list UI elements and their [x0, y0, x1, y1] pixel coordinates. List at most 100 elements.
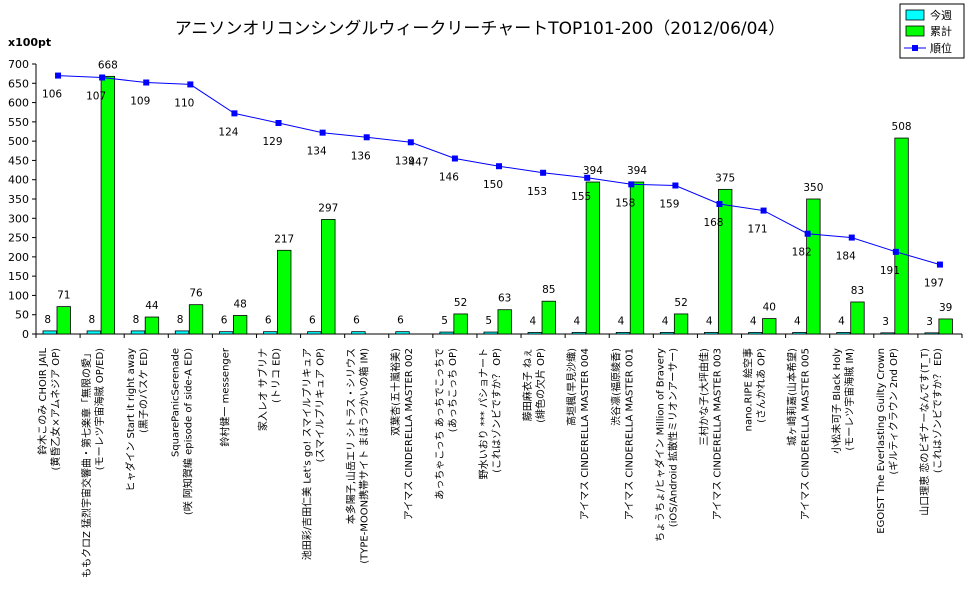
weekly-bar	[174, 330, 190, 335]
legend-swatch-weekly	[905, 9, 925, 21]
y-tick-label: 0	[22, 328, 29, 341]
weekly-bar	[659, 332, 675, 335]
rank-value-label: 197	[924, 278, 944, 290]
y-tick-label: 200	[8, 251, 29, 264]
rank-marker	[672, 182, 679, 189]
category-label-line: 鈴木このみ CHOIR JAIL	[36, 348, 49, 455]
rank-value-label: 139	[395, 155, 415, 167]
weekly-value-label: 4	[838, 315, 845, 327]
rank-value-label: 107	[86, 91, 106, 103]
weekly-bar	[615, 332, 631, 335]
category-label-line: nano.RIPE 絵空事	[742, 348, 755, 431]
category-label-line: (iOS/Android 拡散性ミリオンアーサー)	[666, 348, 679, 527]
weekly-bar	[395, 331, 410, 335]
weekly-value-label: 5	[485, 315, 492, 327]
rank-marker	[187, 81, 194, 88]
rank-value-label: 168	[703, 217, 723, 229]
legend-label-rank: 順位	[930, 41, 952, 55]
rank-marker	[319, 129, 326, 136]
rank-value-label: 158	[615, 197, 635, 209]
y-tick-label: 350	[8, 193, 29, 206]
cumulative-value-label: 44	[145, 300, 159, 312]
chart-title: アニソンオリコンシングルウィークリーチャートTOP101-200（2012/06…	[175, 19, 786, 39]
rank-marker	[540, 169, 547, 176]
category-label-line: (緋色の欠片 OP)	[534, 348, 547, 423]
weekly-bar	[836, 332, 851, 335]
cumulative-bar	[188, 304, 204, 335]
cumulative-bar	[894, 137, 909, 335]
weekly-value-label: 8	[89, 314, 96, 326]
rank-marker	[804, 230, 811, 237]
rank-marker	[496, 163, 502, 170]
weekly-bar	[792, 332, 807, 335]
weekly-value-label: 6	[353, 315, 360, 327]
category-label: 鈴木このみ CHOIR JAIL (黄昏乙女×アムネジア OP)	[36, 348, 62, 471]
category-label-line: アイマス CINDERELLA MASTER 004	[580, 348, 591, 520]
rank-line	[55, 72, 943, 268]
rank-marker	[451, 155, 458, 162]
weekly-bar	[351, 331, 366, 335]
weekly-value-label: 6	[309, 315, 316, 327]
cumulative-value-label: 48	[233, 298, 246, 310]
category-label: あっちゃこっち あっちでこっちで (あっちこっち OP)	[434, 348, 459, 500]
rank-value-label: 155	[571, 191, 591, 203]
cumulative-bar	[629, 181, 645, 335]
y-tick-label: 500	[8, 135, 29, 148]
rank-marker	[936, 261, 943, 268]
cumulative-value-label: 39	[939, 302, 952, 314]
category-label: 渋谷凛(福原綾香) アイマス CINDERELLA MASTER 001	[609, 348, 635, 520]
category-label: 高垣楓(早見沙織) アイマス CINDERELLA MASTER 004	[565, 348, 591, 520]
rank-marker	[584, 174, 591, 181]
y-tick-label: 700	[8, 58, 29, 71]
category-label-line: アイマス CINDERELLA MASTER 001	[624, 348, 635, 520]
cumulative-value-label: 52	[454, 297, 467, 309]
legend-marker-rank	[912, 45, 918, 51]
rank-value-label: 184	[836, 251, 856, 263]
category-label-line: 池田彩/吉田仁美 Let's go! スマイルプリキュア	[301, 348, 314, 560]
category-label: 野水いおり *** パショナート (これはゾンビですか？ OP)	[478, 348, 503, 479]
cumulative-value-label: 375	[715, 172, 735, 184]
category-label: 双葉杏(五十嵐裕美) アイマス CINDERELLA MASTER 002	[389, 348, 415, 520]
category-label-line: 本多陽子,山岳エリ シトラス・シリウス	[345, 348, 358, 524]
category-label: 藤田麻衣子 ねぇ (緋色の欠片 OP)	[521, 348, 547, 423]
y-tick-label: 250	[8, 232, 29, 245]
cumulative-bar	[673, 313, 689, 335]
category-label: 小松未可子 Black Holy (モーレツ宇宙海賊 IM)	[830, 348, 856, 454]
category-label-line: アイマス CINDERELLA MASTER 002	[404, 348, 415, 520]
cumulative-value-label: 52	[674, 297, 687, 309]
cumulative-value-label: 63	[498, 293, 511, 305]
category-label-line: (黒子のバスケ ED)	[138, 348, 150, 433]
category-label-line: EGOIST The Everlasting Guilty Crown	[876, 348, 887, 534]
cumulative-value-label: 297	[318, 202, 338, 214]
rank-marker	[143, 79, 150, 86]
legend-label-weekly: 今週	[930, 8, 952, 22]
category-label-line: 山口理恵 恋のビギナーなんです(T_T)	[918, 348, 931, 516]
rank-marker	[407, 139, 414, 146]
category-label: ヒャダイン Start it right away (黒子のバスケ ED)	[124, 348, 150, 492]
category-label-line: (あっちこっち OP)	[447, 348, 459, 432]
weekly-bar	[527, 332, 542, 335]
weekly-bar	[307, 331, 322, 335]
weekly-value-label: 8	[133, 314, 140, 326]
weekly-value-label: 4	[794, 315, 801, 327]
cumulative-bar	[277, 249, 292, 335]
category-label-line: 小松未可子 Black Holy	[830, 348, 843, 454]
cumulative-value-label: 508	[892, 121, 912, 133]
category-label-line: アイマス CINDERELLA MASTER 005	[801, 348, 812, 520]
y-tick-label: 400	[8, 174, 29, 187]
category-label-line: 藤田麻衣子 ねぇ	[521, 348, 534, 421]
weekly-bar	[704, 332, 719, 335]
y-axis-unit-label: x100pt	[8, 36, 51, 49]
cumulative-value-label: 71	[57, 290, 70, 302]
weekly-bar	[86, 330, 101, 335]
category-label-line: 双葉杏(五十嵐裕美)	[389, 348, 402, 436]
rank-marker	[848, 234, 855, 241]
rank-marker	[231, 110, 238, 117]
cumulative-value-label: 394	[627, 165, 647, 177]
category-label: 家入レオ サブリナ (トリコ ED)	[257, 348, 283, 431]
weekly-value-label: 4	[750, 315, 757, 327]
cumulative-bar	[232, 315, 248, 335]
weekly-bar	[483, 331, 498, 335]
category-label: 池田彩/吉田仁美 Let's go! スマイルプリキュア (スマイルプリキュア O…	[301, 348, 327, 560]
weekly-value-label: 3	[926, 316, 933, 328]
